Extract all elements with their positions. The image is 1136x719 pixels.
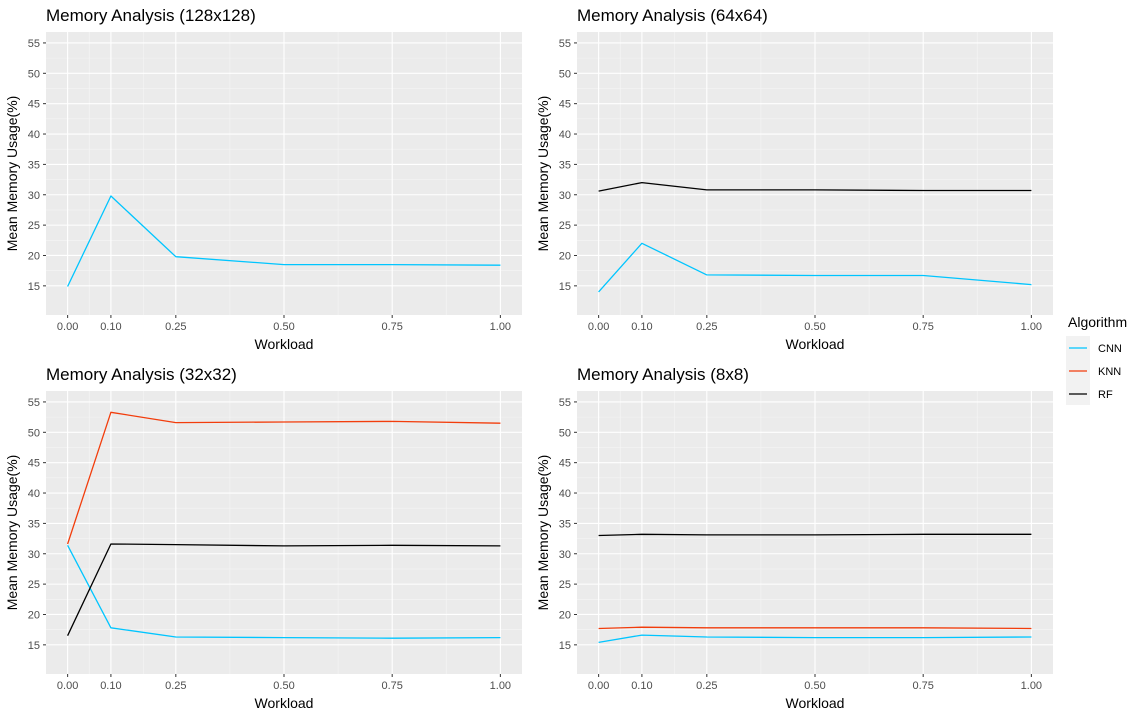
legend: Algorithm CNN KNN RF [1066, 314, 1127, 405]
x-tick-label: 0.10 [631, 680, 652, 692]
x-tick-label: 0.00 [588, 321, 609, 333]
chart-title: Memory Analysis (64x64) [577, 6, 768, 25]
y-tick-label: 20 [28, 250, 40, 262]
y-tick-label: 45 [559, 99, 571, 111]
y-tick-label: 45 [28, 99, 40, 111]
y-tick-label: 30 [559, 190, 571, 202]
x-tick-label: 1.00 [490, 680, 511, 692]
x-axis-label: Workload [786, 336, 845, 352]
chart-panel-3: 15 20 25 30 35 40 45 50 55 0.00 0.10 0.25 0.50 0.75 1.… [4, 365, 522, 711]
y-tick-label: 40 [559, 488, 571, 500]
y-tick-label: 40 [28, 488, 40, 500]
x-tick-label: 0.50 [804, 680, 825, 692]
y-tick-label: 25 [28, 220, 40, 232]
x-tick-label: 1.00 [1021, 321, 1042, 333]
series-line-knn [66, 411, 501, 545]
y-tick-label: 40 [28, 129, 40, 141]
legend-title: Algorithm [1068, 314, 1127, 330]
y-tick-label: 25 [559, 220, 571, 232]
series-line-knn [598, 626, 1032, 630]
y-axis-label: Mean Memory Usage(%) [535, 455, 551, 611]
x-tick-label: 0.10 [100, 321, 121, 333]
x-tick-label: 0.00 [57, 321, 78, 333]
x-tick-label: 0.10 [100, 680, 121, 692]
y-tick-label: 15 [28, 281, 40, 293]
y-tick-label: 50 [559, 68, 571, 80]
x-tick-label: 1.00 [490, 321, 511, 333]
chart-panels: 15 20 25 30 35 40 45 50 55 0.00 0.10 0.25 0.50 0.75 1.… [4, 6, 1053, 711]
y-axis-label: Mean Memory Usage(%) [4, 96, 20, 252]
y-tick-label: 30 [559, 549, 571, 561]
y-tick-label: 35 [28, 159, 40, 171]
y-axis-label: Mean Memory Usage(%) [535, 96, 551, 252]
x-axis-label: Workload [255, 336, 314, 352]
y-tick-label: 25 [28, 579, 40, 591]
x-tick-label: 1.00 [1021, 680, 1042, 692]
x-tick-label: 0.75 [912, 680, 933, 692]
y-tick-label: 45 [559, 458, 571, 470]
y-tick-label: 50 [28, 427, 40, 439]
y-tick-label: 15 [559, 640, 571, 652]
series-line-rf [598, 533, 1032, 537]
x-tick-label: 0.75 [381, 321, 402, 333]
x-tick-label: 0.25 [165, 321, 186, 333]
y-tick-label: 20 [559, 609, 571, 621]
legend-label-cnn: CNN [1098, 343, 1122, 355]
x-tick-label: 0.25 [696, 321, 717, 333]
y-tick-label: 35 [559, 518, 571, 530]
x-tick-label: 0.50 [273, 321, 294, 333]
y-tick-label: 55 [28, 38, 40, 50]
x-tick-label: 0.00 [588, 680, 609, 692]
y-tick-label: 50 [28, 68, 40, 80]
y-tick-label: 15 [559, 281, 571, 293]
chart-panel-2: 15 20 25 30 35 40 45 50 55 0.00 0.10 0.25 0.50 0.75 1.… [535, 6, 1053, 352]
legend-keys: CNN KNN RF [1066, 336, 1122, 405]
y-tick-label: 20 [559, 250, 571, 262]
y-tick-label: 45 [28, 458, 40, 470]
y-tick-label: 55 [559, 38, 571, 50]
series-line-rf [67, 543, 501, 636]
y-tick-label: 50 [559, 427, 571, 439]
x-tick-label: 0.00 [57, 680, 78, 692]
y-tick-label: 30 [28, 190, 40, 202]
legend-label-knn: KNN [1098, 366, 1121, 378]
series-line-cnn [598, 242, 1032, 293]
series-line-rf [598, 181, 1032, 192]
chart-panel-1: 15 20 25 30 35 40 45 50 55 0.00 0.10 0.25 0.50 0.75 1.… [4, 6, 522, 352]
x-tick-label: 0.50 [273, 680, 294, 692]
x-tick-label: 0.10 [631, 321, 652, 333]
x-tick-label: 0.75 [912, 321, 933, 333]
chart-title: Memory Analysis (128x128) [46, 6, 256, 25]
y-tick-label: 30 [28, 549, 40, 561]
y-tick-label: 15 [28, 640, 40, 652]
x-tick-label: 0.25 [696, 680, 717, 692]
series-line-cnn [67, 195, 501, 287]
y-tick-label: 25 [559, 579, 571, 591]
legend-label-rf: RF [1098, 389, 1113, 401]
chart-title: Memory Analysis (8x8) [577, 365, 749, 384]
series-line-cnn [598, 634, 1032, 644]
x-tick-label: 0.50 [804, 321, 825, 333]
y-axis-label: Mean Memory Usage(%) [4, 455, 20, 611]
y-tick-label: 40 [559, 129, 571, 141]
x-axis-label: Workload [255, 695, 314, 711]
y-tick-label: 35 [559, 159, 571, 171]
chart-title: Memory Analysis (32x32) [46, 365, 237, 384]
x-axis-label: Workload [786, 695, 845, 711]
y-tick-label: 35 [28, 518, 40, 530]
x-tick-label: 0.25 [165, 680, 186, 692]
x-tick-label: 0.75 [381, 680, 402, 692]
series-line-cnn [67, 544, 501, 639]
y-tick-label: 55 [28, 397, 40, 409]
y-tick-label: 55 [559, 397, 571, 409]
chart-panel-4: 15 20 25 30 35 40 45 50 55 0.00 0.10 0.25 0.50 0.75 1.… [535, 365, 1053, 711]
y-tick-label: 20 [28, 609, 40, 621]
